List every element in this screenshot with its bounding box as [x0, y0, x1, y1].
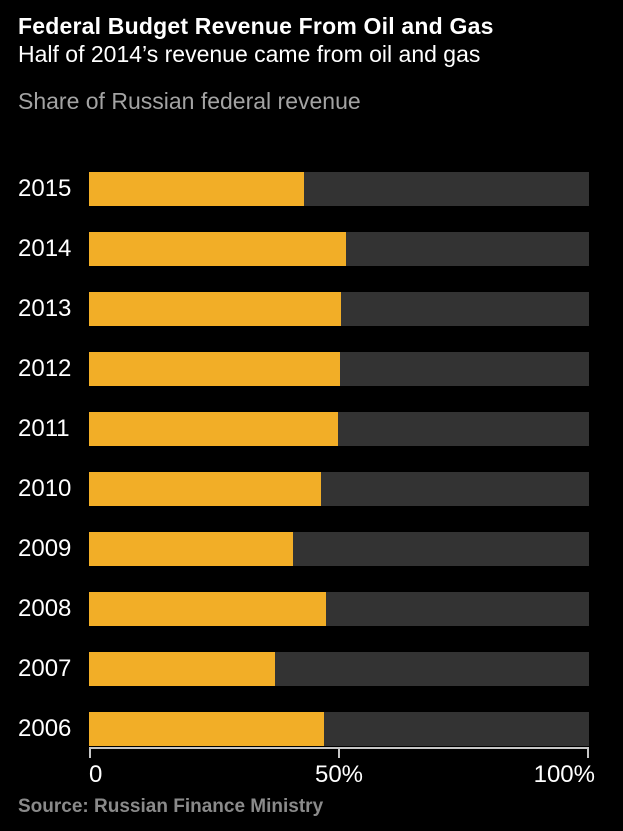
bar-rows: 2015 2014 2013 2012 2011 2010 20 — [18, 172, 589, 746]
year-label: 2014 — [18, 235, 72, 262]
bar-track — [89, 412, 589, 446]
x-axis-tick-100 — [587, 747, 589, 758]
bar-row: 2011 — [18, 412, 589, 446]
bar-row: 2013 — [18, 292, 589, 326]
bar-fill — [89, 652, 275, 686]
bar-row: 2008 — [18, 592, 589, 626]
chart-subtitle: Half of 2014’s revenue came from oil and… — [18, 41, 481, 67]
chart-title: Federal Budget Revenue From Oil and Gas — [18, 13, 494, 39]
bar-row: 2012 — [18, 352, 589, 386]
year-label: 2013 — [18, 295, 72, 322]
bar-fill — [89, 712, 324, 746]
bar-fill — [89, 472, 321, 506]
bar-track — [89, 292, 589, 326]
bar-fill — [89, 172, 304, 206]
bar-track — [89, 472, 589, 506]
year-label: 2010 — [18, 475, 72, 502]
year-label: 2006 — [18, 715, 72, 742]
bar-row: 2015 — [18, 172, 589, 206]
x-axis-label-100: 100% — [533, 761, 595, 788]
year-label: 2008 — [18, 595, 72, 622]
bar-track — [89, 232, 589, 266]
year-label: 2011 — [18, 415, 70, 442]
bar-track — [89, 652, 589, 686]
x-axis-tick-50 — [338, 747, 340, 758]
bar-fill — [89, 232, 346, 266]
bar-row: 2006 — [18, 712, 589, 746]
bar-row: 2010 — [18, 472, 589, 506]
bar-fill — [89, 532, 293, 566]
chart-unit-caption: Share of Russian federal revenue — [18, 88, 361, 114]
bar-row: 2007 — [18, 652, 589, 686]
year-label: 2007 — [18, 655, 72, 682]
bar-row: 2009 — [18, 532, 589, 566]
bar-track — [89, 172, 589, 206]
bar-track — [89, 352, 589, 386]
source-credit: Source: Russian Finance Ministry — [18, 796, 324, 817]
year-label: 2012 — [18, 355, 72, 382]
bar-fill — [89, 412, 338, 446]
bar-row: 2014 — [18, 232, 589, 266]
x-axis: 0 50% 100% — [89, 747, 595, 789]
bar-fill — [89, 292, 341, 326]
bar-track — [89, 712, 589, 746]
x-axis-label-50: 50% — [314, 761, 364, 788]
year-label: 2015 — [18, 175, 72, 202]
bar-track — [89, 592, 589, 626]
bar-fill — [89, 592, 326, 626]
year-label: 2009 — [18, 535, 72, 562]
bar-fill — [89, 352, 340, 386]
x-axis-labels: 0 50% 100% — [89, 761, 595, 789]
x-axis-label-0: 0 — [89, 761, 103, 788]
x-axis-tick-0 — [89, 747, 91, 758]
bar-track — [89, 532, 589, 566]
